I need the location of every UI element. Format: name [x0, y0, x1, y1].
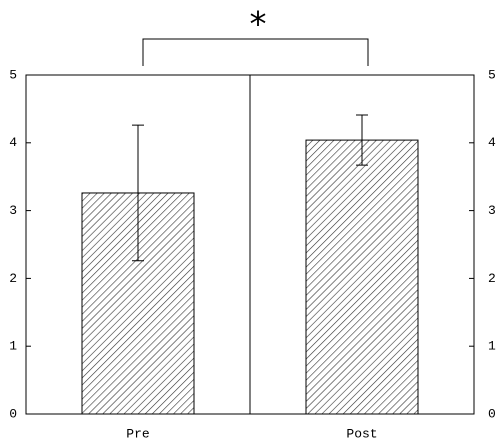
y2-tick-label: 4	[488, 135, 496, 150]
y2-tick-label: 0	[488, 406, 496, 421]
x-tick-label: Pre	[126, 426, 149, 441]
y2-tick-label: 3	[488, 203, 496, 218]
y-tick-label: 1	[9, 339, 17, 354]
y2-tick-label: 2	[488, 271, 496, 286]
y-tick-label: 2	[9, 271, 17, 286]
y-tick-label: 4	[9, 135, 17, 150]
annotation: *	[250, 5, 267, 45]
y2-tick-label: 5	[488, 67, 496, 82]
y-tick-label: 3	[9, 203, 17, 218]
error-bar	[132, 124, 144, 262]
y-tick-label: 5	[9, 67, 17, 82]
significance-bracket	[142, 38, 369, 66]
bar	[305, 139, 419, 415]
y2-tick-label: 1	[488, 339, 496, 354]
x-tick-label: Post	[346, 426, 377, 441]
y-tick-label: 0	[9, 406, 17, 421]
error-bar	[356, 114, 368, 166]
